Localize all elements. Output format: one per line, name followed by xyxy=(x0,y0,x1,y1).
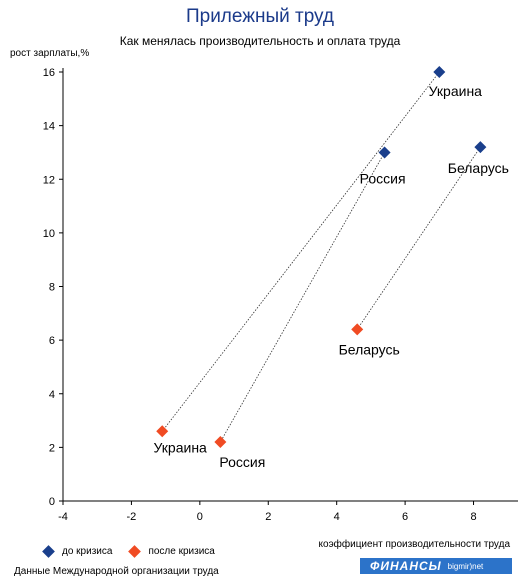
legend: до кризиса после кризиса xyxy=(42,545,233,558)
point-after-crisis xyxy=(214,436,227,449)
x-axis-label: коэффициент производительности труда xyxy=(318,539,510,550)
y-tick-label: 6 xyxy=(49,335,55,347)
point-label: Беларусь xyxy=(339,341,400,357)
legend-swatch-before xyxy=(42,545,55,558)
y-tick-label: 16 xyxy=(43,67,55,79)
x-tick-label: 6 xyxy=(402,511,408,523)
legend-item-after: после кризиса xyxy=(128,545,215,558)
point-before-crisis xyxy=(378,146,391,159)
point-label: Украина xyxy=(154,439,208,455)
y-tick-label: 0 xyxy=(49,496,55,508)
x-tick-label: 0 xyxy=(197,511,203,523)
legend-label-before: до кризиса xyxy=(62,546,113,557)
point-label: Украина xyxy=(429,83,483,99)
y-tick-label: 4 xyxy=(49,389,55,401)
y-tick-label: 10 xyxy=(43,228,55,240)
point-label: Россия xyxy=(219,454,265,470)
y-tick-label: 8 xyxy=(49,282,55,294)
connector-line xyxy=(220,152,385,443)
logo-sub: bigmir)net xyxy=(447,561,484,571)
x-tick-label: 4 xyxy=(334,511,340,523)
point-before-crisis xyxy=(433,66,446,78)
legend-swatch-after xyxy=(128,545,142,558)
point-label: Беларусь xyxy=(448,160,509,176)
y-axis-label: рост зарплаты,% xyxy=(10,48,90,59)
connector-line xyxy=(161,71,440,432)
y-tick-label: 2 xyxy=(49,442,55,454)
x-tick-label: 8 xyxy=(470,511,476,523)
point-label: Россия xyxy=(360,170,406,186)
data-source: Данные Международной организации труда xyxy=(14,566,219,577)
x-tick-label: -2 xyxy=(127,511,137,523)
connector-line xyxy=(356,146,481,330)
finansy-logo[interactable]: ФИНАНСЫ bigmir)net xyxy=(360,558,512,574)
chart-subtitle: Как менялась производительность и оплата… xyxy=(119,34,401,48)
point-before-crisis xyxy=(474,141,487,154)
legend-item-before: до кризиса xyxy=(42,545,113,558)
point-after-crisis xyxy=(351,323,364,336)
logo-brand: ФИНАНСЫ xyxy=(370,559,442,573)
point-after-crisis xyxy=(156,425,169,438)
legend-label-after: после кризиса xyxy=(148,546,215,557)
chart-title: Прилежный труд xyxy=(185,6,335,27)
x-tick-label: 2 xyxy=(265,511,271,523)
y-tick-label: 12 xyxy=(43,174,55,186)
x-tick-label: -4 xyxy=(58,511,68,523)
y-tick-label: 14 xyxy=(43,121,55,133)
